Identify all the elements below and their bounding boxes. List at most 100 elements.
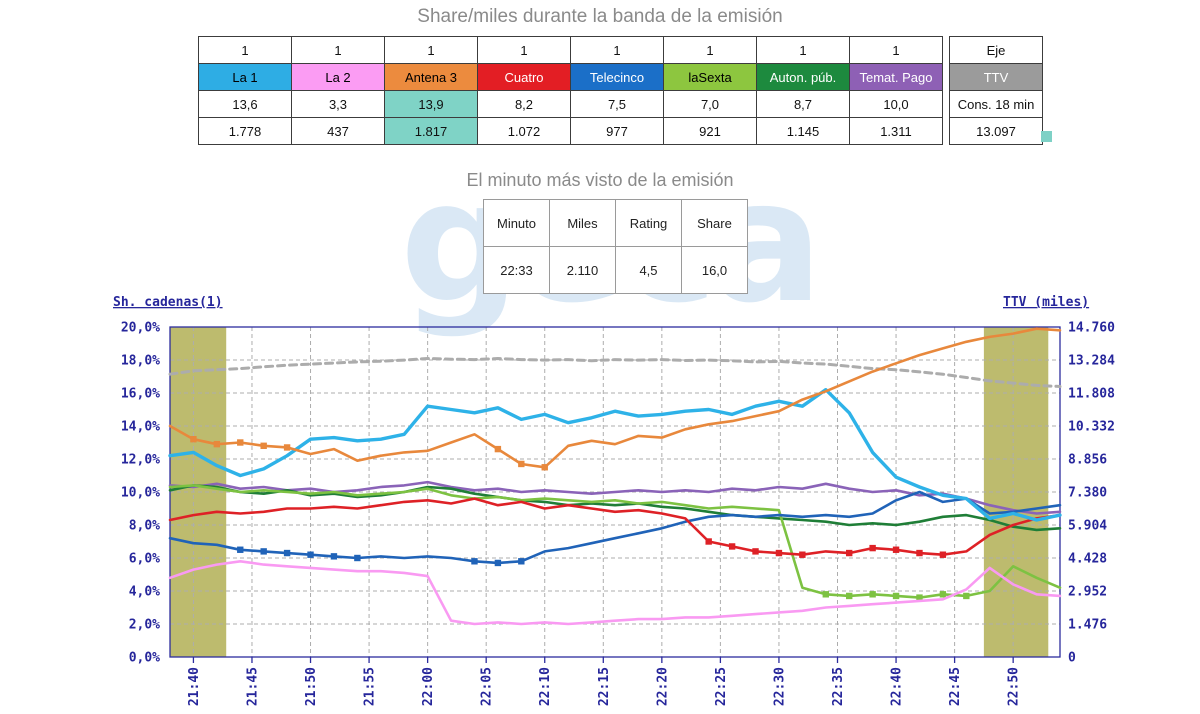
minute-value-rating: 4,5 (615, 246, 682, 294)
series-marker-laSexta (846, 592, 853, 600)
series-marker-Telecinco (330, 553, 338, 560)
x-tick-label: 22:20 (655, 667, 670, 706)
band-cell-ones-1: 1 (291, 36, 385, 64)
left-tick-label: 8,0% (129, 519, 160, 534)
series-line-laSexta (168, 484, 1062, 599)
band-cell-name-4: Telecinco (570, 63, 664, 91)
left-tick-label: 16,0% (121, 387, 160, 402)
series-marker-Antena 3 (260, 442, 267, 449)
right-axis-title: TTV (miles) (1003, 295, 1089, 310)
band-cell-ones-7: 1 (849, 36, 943, 64)
x-tick-label: 22:50 (1007, 667, 1022, 706)
left-tick-label: 10,0% (121, 486, 160, 501)
minute-header-rating: Rating (615, 199, 682, 247)
series-marker-laSexta (822, 591, 829, 598)
band-cell-miles-7: 1.311 (849, 117, 943, 145)
minute-section-title: El minuto más visto de la emisión (466, 170, 734, 190)
left-tick-label: 4,0% (129, 585, 160, 600)
series-marker-Telecinco (354, 554, 361, 562)
band-cell-name-6: Auton. púb. (756, 63, 850, 91)
series-marker-laSexta (916, 594, 923, 601)
series-marker-laSexta (939, 591, 947, 598)
right-tick-label: 11.808 (1068, 387, 1115, 402)
x-tick-label: 22:00 (421, 667, 436, 706)
series-marker-Telecinco (307, 551, 314, 558)
right-tick-label: 1.476 (1068, 618, 1107, 633)
band-cell-share-0: 13,6 (198, 90, 292, 118)
band-section-title: Share/miles durante la banda de la emisi… (417, 6, 783, 27)
series-marker-Cuatro (939, 551, 947, 558)
x-tick-label: 21:45 (245, 667, 260, 706)
left-tick-label: 20,0% (121, 321, 160, 336)
band-cell-name-5: laSexta (663, 63, 757, 91)
x-tick-label: 21:50 (304, 667, 319, 706)
band-table-body: 1 1 1 1 1 1 1 1 La 1 La 2 Antena 3 Cuatro Telecinco l… (198, 36, 943, 145)
minute-value-miles: 2.110 (549, 246, 616, 294)
series-line-Cuatro (168, 497, 1062, 557)
band-table-row-share: 13,6 3,3 13,9 8,2 7,5 7,0 8,7 10,0 (198, 90, 943, 118)
band-table-row-miles: 1.778 437 1.817 1.072 977 921 1.145 1.311 (198, 117, 943, 145)
band-cell-miles-2: 1.817 (384, 117, 478, 145)
eje-table: Eje TTV Cons. 18 min 13.097 (949, 36, 1043, 145)
band-cell-share-6: 8,7 (756, 90, 850, 118)
x-tick-label: 22:40 (890, 667, 905, 706)
series-marker-Antena 3 (190, 436, 197, 443)
plot-frame (169, 326, 1061, 658)
band-cell-ones-3: 1 (477, 36, 571, 64)
right-tick-label: 7.380 (1068, 486, 1107, 501)
band-cell-name-1: La 2 (291, 63, 385, 91)
series-marker-Antena 3 (237, 439, 244, 446)
minute-value-share: 16,0 (681, 246, 748, 294)
minute-header-miles: Miles (549, 199, 616, 247)
x-tick-label: 22:25 (714, 667, 729, 706)
band-cell-share-4: 7,5 (570, 90, 664, 118)
left-tick-label: 18,0% (121, 354, 160, 369)
series-line-La 2 (168, 559, 1062, 626)
series-marker-laSexta (963, 592, 970, 600)
right-tick-label: 14.760 (1068, 321, 1115, 336)
band-cell-miles-1: 437 (291, 117, 385, 145)
series-marker-Telecinco (283, 549, 291, 557)
band-cell-ones-0: 1 (198, 36, 292, 64)
left-tick-label: 14,0% (121, 420, 160, 435)
x-tick-label: 22:10 (538, 667, 553, 706)
series-line-Auton. púb. (168, 484, 1062, 532)
band-cell-miles-5: 921 (663, 117, 757, 145)
band-cell-name-0: La 1 (198, 63, 292, 91)
series-marker-Cuatro (846, 549, 853, 557)
series-marker-Antena 3 (541, 464, 548, 471)
x-tick-label: 22:30 (772, 667, 787, 706)
minute-header-share: Share (681, 199, 748, 247)
series-marker-Antena 3 (213, 440, 221, 448)
right-tick-label: 8.856 (1068, 453, 1107, 468)
series-marker-Telecinco (518, 558, 525, 565)
band-cell-share-5: 7,0 (663, 90, 757, 118)
eje-total-miles-cell: 13.097 (949, 117, 1043, 145)
highlight-legend-square (1041, 131, 1052, 142)
right-tick-label: 13.284 (1068, 354, 1115, 369)
minute-table-value-row: 22:33 2.110 4,5 16,0 (483, 246, 748, 294)
series-marker-Cuatro (799, 551, 806, 558)
x-tick-label: 22:35 (831, 667, 846, 706)
minute-table-wrap: Minuto Miles Rating Share 22:33 2.110 4,… (483, 199, 748, 294)
band-cell-share-7: 10,0 (849, 90, 943, 118)
eje-header-cell: Eje (949, 36, 1043, 64)
series-marker-Cuatro (728, 543, 736, 550)
band-cell-share-3: 8,2 (477, 90, 571, 118)
band-cell-name-3: Cuatro (477, 63, 571, 91)
series-marker-Telecinco (237, 546, 244, 553)
band-share-table-group: 1 1 1 1 1 1 1 1 La 1 La 2 Antena 3 Cuatro Telecinco l… (198, 36, 1043, 145)
series-marker-Antena 3 (283, 444, 291, 451)
band-cell-ones-2: 1 (384, 36, 478, 64)
right-tick-label: 5.904 (1068, 519, 1107, 534)
series-marker-Telecinco (260, 548, 267, 555)
x-tick-label: 22:45 (948, 667, 963, 706)
left-tick-label: 0,0% (129, 651, 160, 666)
band-cell-share-1: 3,3 (291, 90, 385, 118)
minute-header-minuto: Minuto (483, 199, 550, 247)
band-cell-name-2: Antena 3 (384, 63, 478, 91)
x-tick-label: 21:55 (363, 667, 378, 706)
series-marker-Cuatro (775, 549, 783, 557)
left-tick-label: 6,0% (129, 552, 160, 567)
